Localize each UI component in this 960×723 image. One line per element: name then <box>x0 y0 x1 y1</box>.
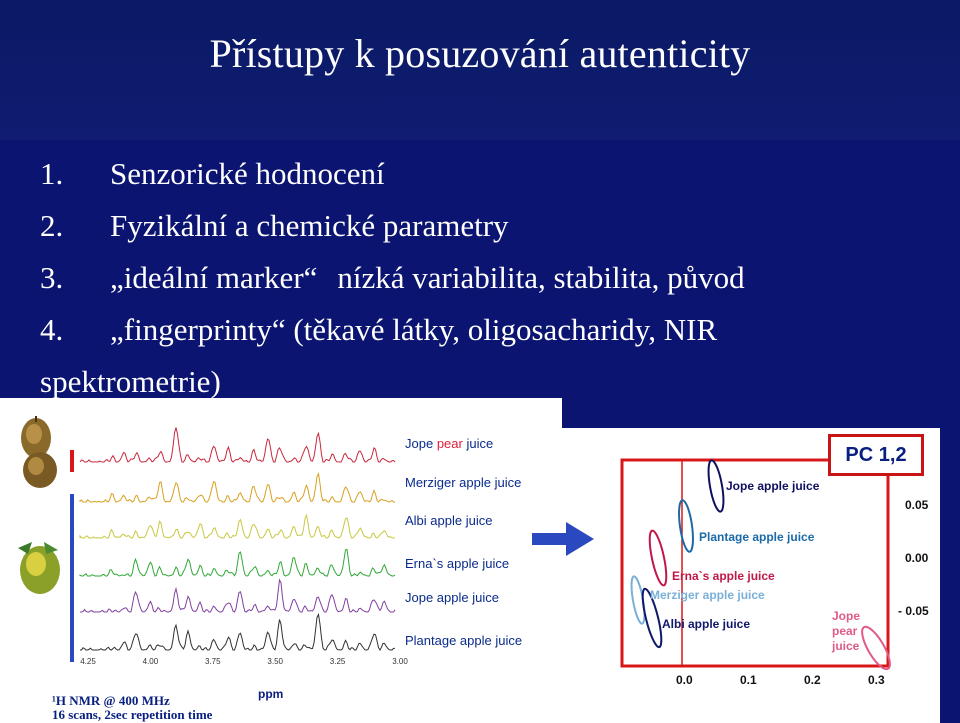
pca-cluster-label: Erna`s apple juice <box>672 569 775 583</box>
nmr-trace-label: Jope pear juice <box>405 436 493 451</box>
nmr-trace-label-pear: pear <box>436 436 463 451</box>
pca-cluster-label: Merziger apple juice <box>650 588 765 602</box>
nmr-spectra: 4.25 4.00 3.75 3.50 3.25 3.00 <box>70 427 408 666</box>
nmr-caption-line1: ¹H NMR @ 400 MHz <box>52 693 170 708</box>
pca-cluster-ellipse <box>678 499 694 553</box>
pca-y-tick-label: 0.00 <box>905 551 929 565</box>
bullet-item: 1. Senzorické hodnocení <box>40 148 745 200</box>
bullet-number: 3. <box>40 260 64 295</box>
ppm-tick-label: 4.00 <box>143 657 159 666</box>
blue-column <box>940 428 960 723</box>
bullet-text: „ideální marker“ nízká variabilita, stabi… <box>110 252 745 304</box>
slide-title: Přístupy k posuzování autenticity <box>209 31 751 76</box>
bullet-number: 4. <box>40 312 64 347</box>
ppm-tick-label: 3.25 <box>330 657 346 666</box>
pca-plot <box>620 458 891 671</box>
pca-cluster-ellipse <box>707 459 725 513</box>
nmr-trace <box>80 578 396 613</box>
bullet-list: 1. Senzorické hodnocení 2. Fyzikální a c… <box>40 148 745 408</box>
bullet-number: 2. <box>40 208 64 243</box>
bullet-text-continuation: spektrometrie) <box>40 364 221 399</box>
bullet-item: 3. „ideální marker“ nízká variabilita, st… <box>40 252 745 304</box>
nmr-trace-label: Plantage apple juice <box>405 633 523 648</box>
bullet-text: „fingerprinty“ (těkavé látky, oligosacha… <box>110 312 718 347</box>
nmr-trace-label: Erna`s apple juice <box>405 556 510 571</box>
pear-photo <box>14 414 62 490</box>
nmr-caption: ¹H NMR @ 400 MHz 16 scans, 2sec repetiti… <box>52 694 212 722</box>
pca-frame <box>620 458 890 668</box>
bullet-number: 1. <box>40 156 64 191</box>
pca-cluster-ellipse <box>648 529 668 587</box>
nmr-trace-label-part: Jope <box>405 436 437 451</box>
nmr-trace-label-part: juice <box>462 436 494 451</box>
bullet-detail: nízká variabilita, stabilita, původ <box>337 260 745 295</box>
nmr-trace-label: Merziger apple juice <box>405 475 522 490</box>
spectra-marker-blue <box>70 494 74 662</box>
blue-strip <box>562 398 960 428</box>
ppm-axis-label: ppm <box>258 687 284 701</box>
bullet-text: Fyzikální a chemické parametry <box>110 208 509 243</box>
pca-cluster-label: Plantage apple juice <box>699 530 815 544</box>
pca-x-tick-label: 0.2 <box>804 673 821 687</box>
spectra-marker-red <box>70 450 74 472</box>
pca-cluster-ellipse <box>861 625 891 671</box>
bullet-item: 2. Fyzikální a chemické parametry <box>40 200 745 252</box>
apple-photo <box>14 538 62 600</box>
nmr-trace-label: Jope apple juice <box>405 590 499 605</box>
ppm-tick-label: 3.00 <box>392 657 408 666</box>
arrow-icon <box>532 522 594 556</box>
bullet-item: 4. „fingerprinty“ (těkavé látky, oligosa… <box>40 304 745 356</box>
pc-badge: PC 1,2 <box>828 434 924 476</box>
bullet-text: Senzorické hodnocení <box>110 156 385 191</box>
ppm-tick-label: 3.50 <box>267 657 283 666</box>
ppm-tick-label: 3.75 <box>205 657 221 666</box>
nmr-trace <box>79 513 395 539</box>
pca-cluster-label: Jope pear juice <box>832 609 861 653</box>
pca-x-tick-label: 0.0 <box>676 673 693 687</box>
pca-cluster-label: Jope apple juice <box>726 479 820 493</box>
nmr-trace-label: Albi apple juice <box>405 513 493 528</box>
pca-cluster-label: Albi apple juice <box>662 617 751 631</box>
ppm-tick-label: 4.25 <box>80 657 96 666</box>
nmr-caption-line2: 16 scans, 2sec repetition time <box>52 707 213 722</box>
bullet-quote: „ideální marker“ <box>110 260 318 295</box>
pca-x-tick-label: 0.3 <box>868 673 885 687</box>
nmr-trace <box>79 548 396 577</box>
pca-cluster-ellipse <box>641 587 663 649</box>
pca-x-tick-label: 0.1 <box>740 673 757 687</box>
nmr-trace <box>79 427 396 463</box>
nmr-trace <box>79 472 395 503</box>
pca-y-tick-label: 0.05 <box>905 498 929 512</box>
nmr-trace <box>80 612 395 651</box>
title-band <box>0 0 960 140</box>
pca-y-tick-label: - 0.05 <box>898 604 929 618</box>
